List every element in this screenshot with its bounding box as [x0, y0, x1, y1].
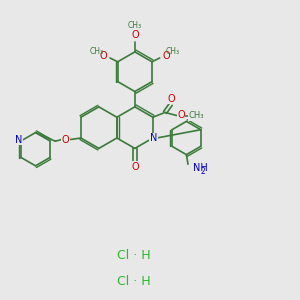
Text: O: O [131, 162, 139, 172]
Text: NH: NH [194, 163, 208, 173]
Text: O: O [100, 51, 107, 61]
Text: CH₃: CH₃ [189, 111, 204, 120]
Text: CH₃: CH₃ [166, 47, 180, 56]
Text: CH₃: CH₃ [90, 47, 104, 56]
Text: N: N [150, 133, 157, 143]
Text: 2: 2 [200, 167, 205, 176]
Text: N: N [15, 135, 22, 145]
Text: Cl · H: Cl · H [117, 249, 151, 262]
Text: O: O [162, 51, 170, 61]
Text: O: O [131, 30, 139, 40]
Text: O: O [168, 94, 175, 104]
Text: O: O [177, 110, 185, 120]
Text: O: O [62, 135, 69, 145]
Text: Cl · H: Cl · H [117, 274, 151, 287]
Text: CH₃: CH₃ [128, 21, 142, 30]
